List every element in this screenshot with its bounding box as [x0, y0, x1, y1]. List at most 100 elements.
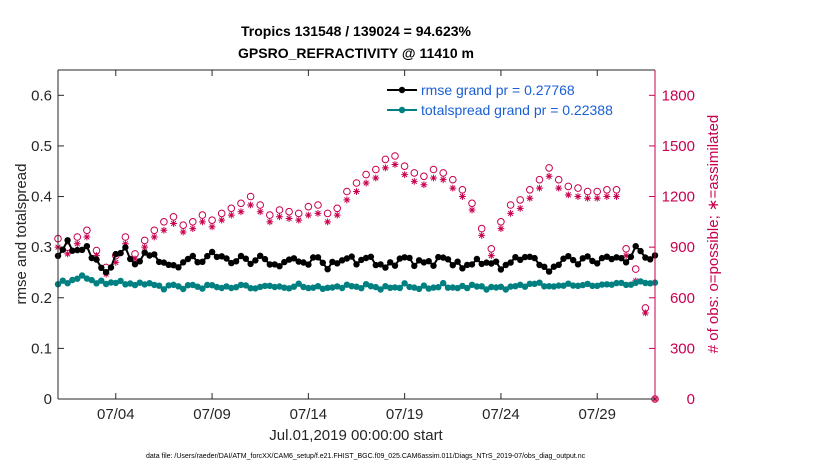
totalspread-point — [232, 284, 240, 291]
totalspread-point — [627, 281, 635, 288]
rmse-point — [112, 250, 120, 258]
rmse-point — [570, 256, 577, 264]
rmse-point — [391, 262, 399, 269]
obs-possible-point — [121, 233, 130, 241]
rmse-point — [281, 258, 288, 266]
rmse-point — [319, 259, 326, 266]
rmse-point — [584, 253, 591, 260]
rmse-point — [102, 269, 110, 276]
rmse-point — [406, 254, 413, 262]
y-left-tick-label: 0.5 — [31, 138, 52, 155]
obs-possible-point — [83, 226, 91, 235]
y-right-tick-label: 300 — [670, 340, 695, 357]
totalspread-point — [459, 282, 466, 290]
totalspread-point — [305, 284, 312, 292]
obs-possible-point — [603, 186, 611, 194]
rmse-point — [362, 254, 370, 262]
rmse-point — [223, 255, 230, 262]
obs-assimilated-point — [247, 201, 254, 209]
totalspread-point — [348, 283, 355, 290]
obs-assimilated-point — [372, 174, 380, 182]
rmse-point — [237, 252, 245, 260]
obs-assimilated-point — [381, 164, 389, 172]
rmse-point — [579, 255, 586, 262]
rmse-point — [276, 263, 283, 270]
obs-assimilated-point — [285, 215, 293, 222]
rmse-point — [189, 252, 196, 260]
obs-assimilated-point — [584, 194, 591, 202]
obs-assimilated-point — [564, 191, 572, 199]
rmse-point — [613, 254, 620, 261]
totalspread-point — [228, 284, 235, 292]
y-right-tick-label: 0 — [687, 391, 695, 408]
rmse-point — [464, 261, 471, 269]
totalspread-point — [338, 284, 346, 292]
rmse-point — [550, 263, 558, 270]
totalspread-point — [218, 284, 225, 292]
rmse-point — [314, 254, 322, 261]
obs-assimilated-point — [430, 174, 437, 182]
totalspread-point — [136, 279, 143, 286]
totalspread-point — [637, 278, 644, 285]
rmse-point — [589, 257, 596, 265]
legend: rmse grand pr = 0.27768 totalspread gran… — [380, 76, 648, 122]
totalspread-point — [155, 282, 163, 289]
rmse-point — [574, 261, 582, 268]
totalspread-point — [396, 284, 403, 292]
y-right-tick-label: 900 — [670, 239, 695, 256]
obs-assimilated-point — [622, 252, 630, 259]
chart-title-line2: GPSRO_REFRACTIVITY @ 11410 m — [238, 45, 474, 61]
y-left-tick-label: 0.4 — [31, 189, 52, 206]
rmse-point — [444, 256, 452, 263]
obs-assimilated-point — [304, 211, 312, 219]
obs-assimilated-point — [276, 213, 283, 221]
totalspread-point — [507, 283, 514, 290]
rmse-point — [271, 261, 278, 268]
obs-assimilated-point — [641, 309, 649, 317]
y-right-tick-label: 1200 — [662, 189, 695, 206]
rmse-point — [300, 259, 307, 266]
obs-possible-point — [237, 199, 245, 208]
totalspread-point — [310, 284, 317, 291]
obs-assimilated-point — [545, 172, 553, 180]
rmse-point — [266, 261, 273, 268]
totalspread-point — [473, 283, 481, 290]
rmse-point — [338, 257, 346, 264]
y-left-tick-label: 0.3 — [31, 239, 52, 256]
totalspread-point — [382, 283, 389, 290]
rmse-point — [358, 256, 365, 264]
totalspread-point — [483, 286, 490, 293]
totalspread-point — [247, 285, 254, 292]
totalspread-point — [512, 283, 519, 290]
rmse-point — [290, 255, 298, 262]
rmse-point — [295, 258, 302, 265]
rmse-point — [107, 264, 115, 271]
totalspread-point — [367, 283, 375, 290]
obs-assimilated-point — [526, 194, 534, 202]
totalspread-point — [141, 281, 148, 288]
totalspread-point — [584, 280, 591, 288]
rmse-point — [372, 261, 379, 269]
rmse-point — [603, 253, 611, 260]
rmse-point — [449, 262, 456, 269]
obs-possible-point — [294, 209, 303, 218]
obs-possible-point — [400, 162, 409, 170]
obs-assimilated-point — [343, 196, 351, 204]
totalspread-point — [565, 280, 572, 287]
legend-rmse-label: rmse grand pr = 0.27768 — [421, 82, 575, 98]
obs-possible-point — [545, 164, 553, 172]
obs-assimilated-point — [401, 171, 409, 179]
obs-possible-point — [266, 211, 274, 219]
totalspread-point — [555, 282, 562, 289]
obs-possible-point — [304, 202, 313, 211]
obs-assimilated-point — [295, 216, 303, 224]
totalspread-point — [170, 281, 177, 288]
y-left-tick-label: 0.1 — [31, 340, 52, 357]
rmse-point — [184, 255, 192, 263]
rmse-point — [492, 258, 500, 265]
totalspread-point — [622, 281, 630, 289]
totalspread-point — [401, 280, 408, 287]
totalspread-point — [521, 283, 529, 290]
obs-assimilated-point — [487, 252, 495, 259]
